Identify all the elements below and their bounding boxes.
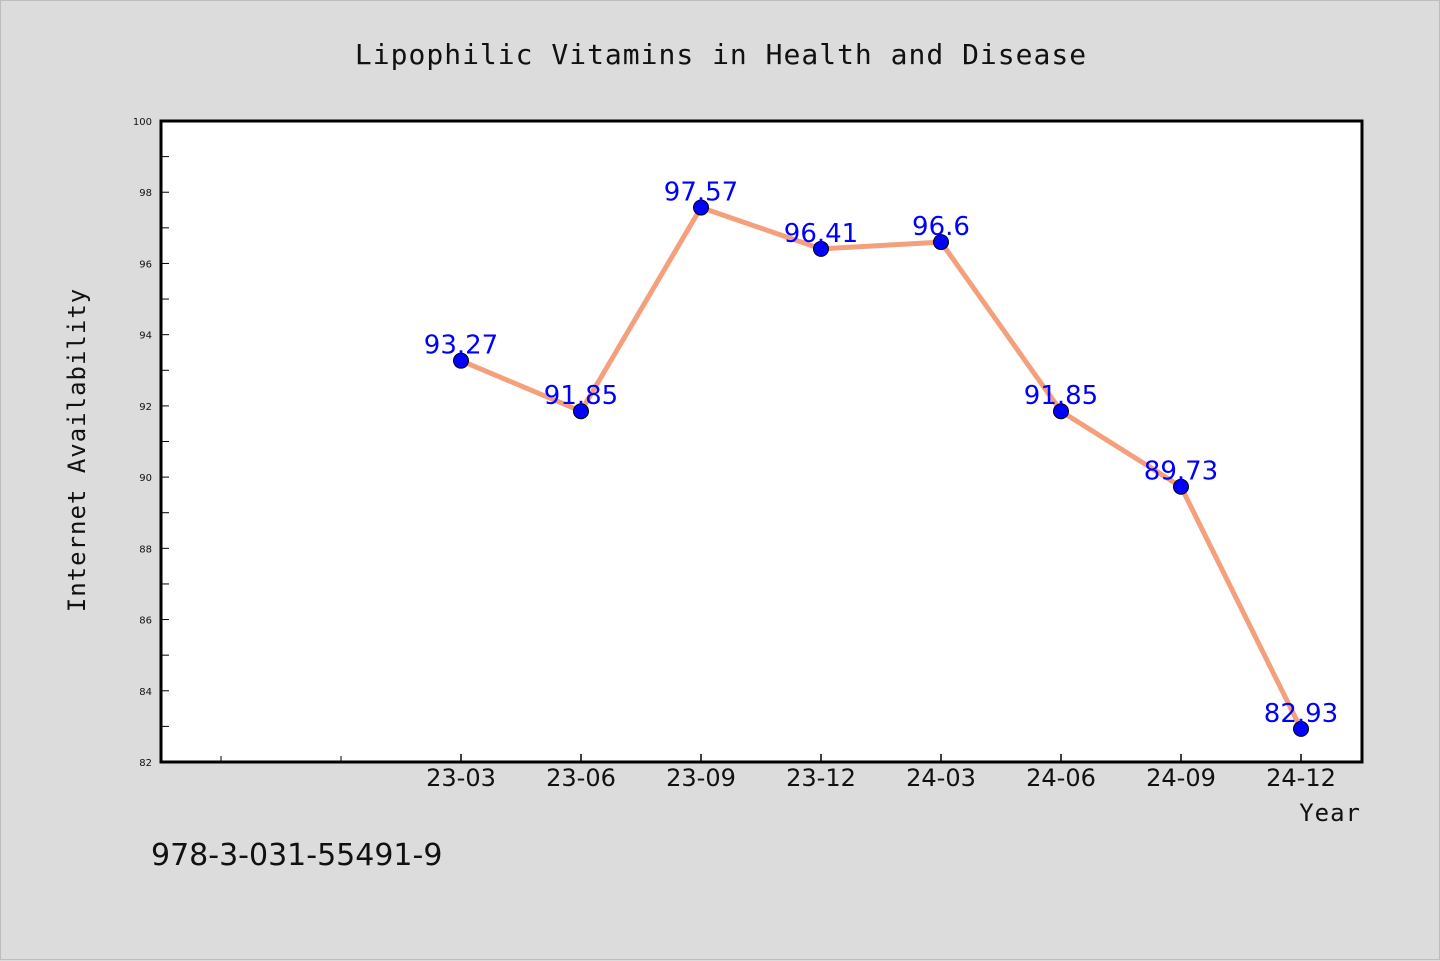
x-tick-label: 24-03 (906, 764, 976, 792)
x-tick-label: 23-03 (426, 764, 496, 792)
x-tick-label: 23-06 (546, 764, 616, 792)
data-point (453, 352, 469, 369)
data-label: 93.27 (424, 331, 498, 361)
data-point (1053, 403, 1069, 420)
x-tick-label: 24-09 (1146, 764, 1216, 792)
data-label: 82.93 (1264, 699, 1338, 729)
plot-area (161, 121, 1362, 762)
plot-border (159, 119, 1364, 764)
x-tick-label: 23-12 (786, 764, 856, 792)
data-points (453, 199, 1309, 737)
y-tick-label: 90 (139, 473, 152, 484)
data-labels: 93.27 91.85 97.57 96.41 96.6 91.85 89.73 82.93 (424, 178, 1338, 729)
x-tick-label: 24-12 (1266, 764, 1336, 792)
series-line (458, 205, 1304, 732)
data-label: 96.41 (784, 219, 858, 249)
y-tick-label: 100 (133, 117, 152, 128)
y-tick-label: 94 (139, 331, 152, 342)
x-axis: 23-03 23-06 23-09 23-12 24-03 24-06 24-09 24-12 (220, 754, 1336, 792)
data-point (933, 234, 949, 251)
data-label: 91.85 (1024, 381, 1098, 411)
data-point (1173, 478, 1189, 495)
y-axis-label: Internet Availability (63, 288, 91, 612)
footnote-isbn: 978-3-031-55491-9 (151, 838, 442, 873)
y-tick-label: 84 (139, 687, 152, 698)
data-point (813, 240, 829, 257)
x-tick-label: 23-09 (666, 764, 736, 792)
x-axis-label: Year (1299, 799, 1361, 827)
data-point (1293, 720, 1309, 737)
data-label: 96.6 (912, 212, 970, 242)
y-tick-label: 86 (139, 616, 152, 627)
y-tick-label: 82 (139, 758, 152, 769)
y-tick-label: 88 (139, 544, 152, 555)
chart-title: Lipophilic Vitamins in Health and Diseas… (355, 38, 1087, 71)
data-label: 97.57 (664, 178, 738, 208)
data-point (573, 403, 589, 420)
data-label: 89.73 (1144, 457, 1218, 487)
data-label: 91.85 (544, 381, 618, 411)
y-axis: 82 84 86 88 90 92 94 96 98 100 (133, 117, 169, 769)
x-tick-label: 24-06 (1026, 764, 1096, 792)
y-tick-label: 92 (139, 402, 152, 413)
y-tick-label: 98 (139, 188, 152, 199)
y-tick-label: 96 (139, 259, 152, 270)
data-point (693, 199, 709, 216)
